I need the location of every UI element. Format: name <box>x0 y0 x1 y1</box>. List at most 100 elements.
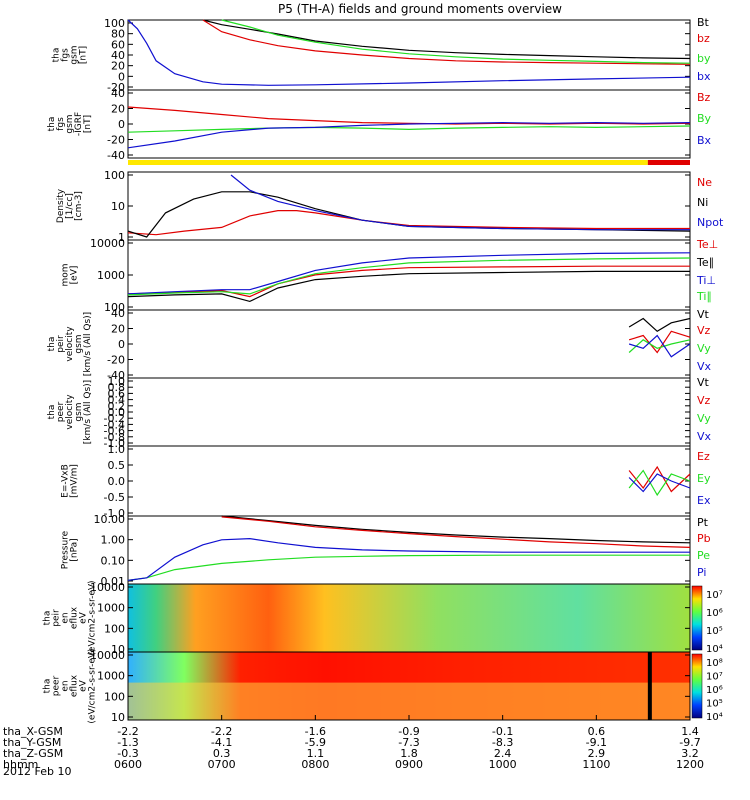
y-tick-label: 0.5 <box>108 459 126 472</box>
legend-entry: Bz <box>697 91 711 104</box>
legend-entry: Ti⊥ <box>696 274 716 287</box>
colorbar-tick: 10⁵ <box>706 626 723 637</box>
y-axis-label: [nPa] <box>70 538 80 561</box>
panel-frame <box>127 445 691 517</box>
legend-entry: Ey <box>697 472 711 485</box>
legend-entry: By <box>697 112 712 125</box>
series-line <box>628 334 691 358</box>
x-row-label: tha_Z-GSM <box>3 747 63 760</box>
x-row-value: -7.3 <box>398 736 419 749</box>
y-axis-label: en <box>61 680 71 691</box>
y-axis-label: velocity <box>65 326 75 362</box>
x-row-value: -8.3 <box>492 736 513 749</box>
y-axis-label: tha <box>47 405 57 420</box>
legend-entry: bx <box>697 70 711 83</box>
y-axis-label: tha <box>52 48 62 63</box>
series-line <box>202 19 691 60</box>
y-axis-label: mom <box>61 263 71 286</box>
y-tick-label: 0.0 <box>108 406 126 419</box>
colorbar-tick: 10⁶ <box>706 608 723 619</box>
y-axis-label: [nT] <box>83 115 93 133</box>
y-tick-label: 40 <box>111 307 125 320</box>
x-row-value: 0900 <box>395 758 423 771</box>
series-line <box>127 537 690 581</box>
y-tick-label: 1 <box>118 231 125 244</box>
y-tick-label: -20 <box>107 81 125 94</box>
y-tick-label: 0 <box>118 118 125 131</box>
mode-bar-slow <box>128 160 648 165</box>
y-axis-label: [km/s (All Qs)] <box>83 380 93 444</box>
y-axis-label: tha <box>47 337 57 352</box>
x-row-value: 3.2 <box>681 747 699 760</box>
panel-4: 10000 1000 100 mom [eV] Te⊥ Te∥ Ti⊥ Ti∥ <box>61 237 719 314</box>
x-row-value: -1.3 <box>117 736 138 749</box>
x-row-value: -9.1 <box>586 736 607 749</box>
y-tick-label: 100 <box>104 17 125 30</box>
x-row-value: -9.7 <box>679 736 700 749</box>
y-tick-label: 0.8 <box>108 381 126 394</box>
y-tick-label: 20 <box>111 60 125 73</box>
y-axis-label: eflux <box>70 606 80 629</box>
date-label: 2012 Feb 10 <box>3 765 71 778</box>
panel-5: 40 20 0 -20 -40 tha peir velocity gsm [km/s (All … <box>47 307 712 382</box>
legend-entry: Ni <box>697 196 708 209</box>
x-row-value: 0.3 <box>213 747 231 760</box>
y-tick-label: 1000 <box>97 602 125 615</box>
y-tick-label: 1000 <box>97 269 125 282</box>
legend-entry: Vy <box>697 342 711 355</box>
series-line <box>628 317 691 333</box>
y-tick-label: -0.8 <box>104 431 125 444</box>
legend-entry: Pi <box>697 566 706 579</box>
y-tick-label: 10000 <box>90 237 125 250</box>
y-tick-label: 100 <box>104 169 125 182</box>
spectrogram <box>128 584 690 652</box>
y-tick-label: 60 <box>111 38 125 51</box>
y-axis-label: gsm <box>74 334 84 353</box>
series-line <box>127 257 691 296</box>
x-row-value: -0.3 <box>117 747 138 760</box>
mode-bar-fast <box>647 160 690 165</box>
legend-entry: Vt <box>697 308 710 321</box>
panel-9: 10⁷ 10⁶ 10⁵ 10⁴ 10000 1000 100 10 tha peir en eflux… <box>43 580 723 656</box>
y-axis-label: peer <box>52 675 62 696</box>
x-row-label: hhmm <box>3 758 38 771</box>
y-tick-label: 10000 <box>90 581 125 594</box>
y-axis-label: Pressure <box>61 530 71 569</box>
colorbar-tick: 10⁷ <box>706 672 723 683</box>
x-row-value: -4.1 <box>211 736 232 749</box>
x-row-value: -0.1 <box>492 725 513 738</box>
x-row-value: 1200 <box>676 758 704 771</box>
legend-entry: Npot <box>697 216 724 229</box>
x-row-label: tha_Y-GSM <box>3 736 61 749</box>
x-row-value: 1100 <box>582 758 610 771</box>
panel-2: 40 20 0 -20 -40 tha fgs gsm -IGRF [nT] Bz By Bx <box>47 87 712 162</box>
spectrogram-low-energy <box>128 682 690 720</box>
panel-frame <box>127 19 691 91</box>
x-row-value: 0600 <box>114 758 142 771</box>
y-axis-label: [km/s (All Qs)] <box>83 312 93 376</box>
legend-entry: Vy <box>697 412 711 425</box>
legend-entry: Ex <box>697 494 711 507</box>
y-axis-label: peir <box>52 609 62 627</box>
series-line <box>127 210 690 236</box>
series-line <box>127 554 690 581</box>
y-tick-label: 1.00 <box>101 534 126 547</box>
x-row-value: 0800 <box>301 758 329 771</box>
y-tick-label: 0.0 <box>108 475 126 488</box>
series-line <box>221 516 691 548</box>
y-tick-label: -40 <box>107 369 125 382</box>
y-axis-label: gsm <box>74 402 84 421</box>
y-axis-label: -IGRF <box>74 112 84 136</box>
y-axis-label: tha <box>43 679 53 694</box>
panel-7: 1.0 0.5 0.0 -0.5 -1.0 E=-VxB [mV/m] Ez Ey Ex <box>61 443 711 520</box>
y-axis-label: eV <box>79 679 89 692</box>
y-tick-label: -20 <box>107 134 125 147</box>
legend-entry: Vx <box>697 360 712 373</box>
series-line <box>628 469 691 497</box>
legend-entry: Vz <box>697 394 711 407</box>
y-axis-label: E=-VxB <box>61 464 71 498</box>
panel-10: 10⁸ 10⁷ 10⁶ 10⁵ 10⁴ 10000 1000 100 10 tha peer en ef… <box>43 648 723 724</box>
